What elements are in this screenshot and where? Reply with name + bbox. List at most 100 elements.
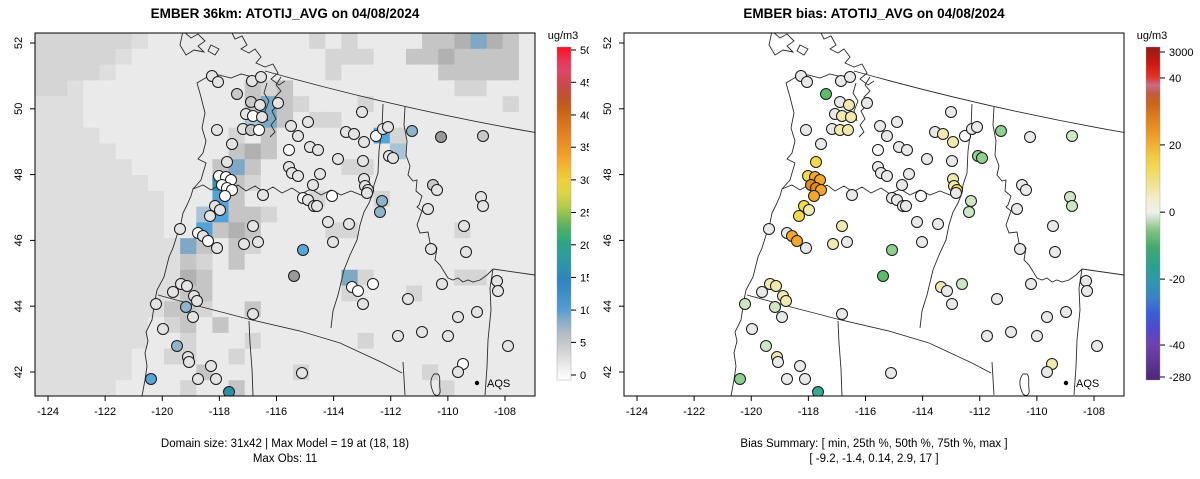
raster-cell xyxy=(486,143,504,160)
station-marker xyxy=(171,340,183,352)
raster-cell xyxy=(309,238,326,255)
y-axis-tick-label: 50 xyxy=(602,103,614,115)
station-marker xyxy=(1091,340,1103,352)
station-marker xyxy=(801,76,813,88)
raster-cell xyxy=(99,127,117,144)
raster-cell xyxy=(470,364,488,381)
raster-cell xyxy=(164,175,181,192)
raster-cell xyxy=(260,301,278,318)
raster-cell xyxy=(196,96,213,113)
station-marker xyxy=(1011,203,1023,215)
x-axis-tick-label: -112 xyxy=(380,406,401,418)
raster-cell xyxy=(228,96,246,113)
raster-cell xyxy=(83,348,101,365)
raster-cell xyxy=(260,269,278,287)
raster-cell xyxy=(389,317,407,334)
station-marker xyxy=(881,130,893,142)
x-axis-tick-label: -120 xyxy=(151,406,173,418)
raster-cell xyxy=(438,159,455,176)
raster-cell xyxy=(99,143,117,160)
station-marker xyxy=(187,311,199,323)
raster-cell xyxy=(228,33,246,50)
raster-cell xyxy=(51,222,68,239)
raster-cell xyxy=(115,190,133,208)
raster-cell xyxy=(341,380,359,396)
station-marker xyxy=(452,366,464,378)
raster-cell xyxy=(35,253,52,271)
station-marker xyxy=(460,246,472,258)
caption-line2: Max Obs: 11 xyxy=(253,453,317,465)
raster-cell xyxy=(228,348,246,365)
raster-cell xyxy=(147,190,165,208)
station-marker xyxy=(288,270,300,282)
raster-cell xyxy=(325,317,342,334)
raster-cell xyxy=(438,96,455,113)
raster-cell xyxy=(67,238,84,255)
station-marker xyxy=(283,144,295,156)
raster-cell xyxy=(486,301,504,318)
raster-cell xyxy=(99,301,117,318)
raster-cell xyxy=(422,111,439,129)
raster-cell xyxy=(454,206,471,223)
raster-cell xyxy=(164,301,181,318)
raster-cell xyxy=(389,253,407,271)
raster-cell xyxy=(35,332,52,350)
raster-cell xyxy=(228,332,246,350)
raster-cell xyxy=(260,143,278,160)
raster-cell xyxy=(83,175,101,192)
station-marker xyxy=(1041,311,1053,323)
raster-cell xyxy=(502,48,520,66)
raster-cell xyxy=(341,301,359,318)
raster-cell xyxy=(309,364,326,381)
station-marker xyxy=(442,330,454,342)
raster-cell xyxy=(164,64,181,81)
map-outline xyxy=(919,103,973,329)
station-marker xyxy=(886,244,898,256)
raster-cell xyxy=(35,96,52,113)
station-marker xyxy=(836,308,848,320)
raster-cell xyxy=(196,175,213,192)
station-marker xyxy=(937,128,949,140)
map-outline xyxy=(430,373,441,396)
raster-cell xyxy=(405,143,423,160)
station-marker xyxy=(772,356,784,368)
raster-cell xyxy=(470,222,488,239)
raster-cell xyxy=(51,143,68,160)
raster-cell xyxy=(51,48,68,66)
colorbar-tick-label: -40 xyxy=(1169,340,1185,352)
raster-cell xyxy=(518,190,535,208)
station-marker xyxy=(167,286,179,298)
raster-cell xyxy=(309,253,326,271)
raster-cell xyxy=(99,159,117,176)
raster-cell xyxy=(373,285,391,302)
station-marker xyxy=(1066,130,1078,142)
station-marker xyxy=(296,367,308,379)
station-marker xyxy=(477,200,489,212)
station-marker xyxy=(502,340,514,352)
raster-cell xyxy=(67,127,84,144)
raster-cell xyxy=(260,380,278,396)
raster-cell xyxy=(115,159,133,176)
raster-cell xyxy=(357,364,375,381)
map-outline xyxy=(402,361,406,396)
raster-cell xyxy=(83,80,101,97)
raster-cell xyxy=(244,159,262,176)
station-marker xyxy=(1081,285,1093,297)
raster-cell xyxy=(99,33,117,50)
raster-cell xyxy=(422,332,439,350)
raster-cell xyxy=(518,80,535,97)
station-marker xyxy=(976,152,988,164)
x-axis-tick-label: -118 xyxy=(209,406,230,418)
raster-cell xyxy=(131,64,149,81)
raster-cell xyxy=(212,317,230,334)
station-marker xyxy=(285,120,297,132)
raster-cell xyxy=(131,175,149,192)
raster-cell xyxy=(389,222,407,239)
raster-cell xyxy=(228,222,246,239)
raster-cell xyxy=(518,253,535,271)
raster-cell xyxy=(276,364,294,381)
station-marker xyxy=(272,97,284,109)
raster-cell xyxy=(35,159,52,176)
raster-cell xyxy=(260,206,278,223)
raster-cell xyxy=(438,380,455,396)
